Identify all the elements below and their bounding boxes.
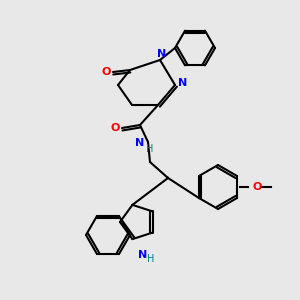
Text: N: N [135, 138, 145, 148]
Text: H: H [146, 144, 154, 154]
Text: H: H [147, 254, 155, 264]
Text: N: N [138, 250, 148, 260]
Text: O: O [101, 67, 111, 77]
Text: N: N [178, 78, 188, 88]
Text: O: O [110, 123, 120, 133]
Text: O: O [252, 182, 262, 192]
Text: N: N [158, 49, 166, 59]
